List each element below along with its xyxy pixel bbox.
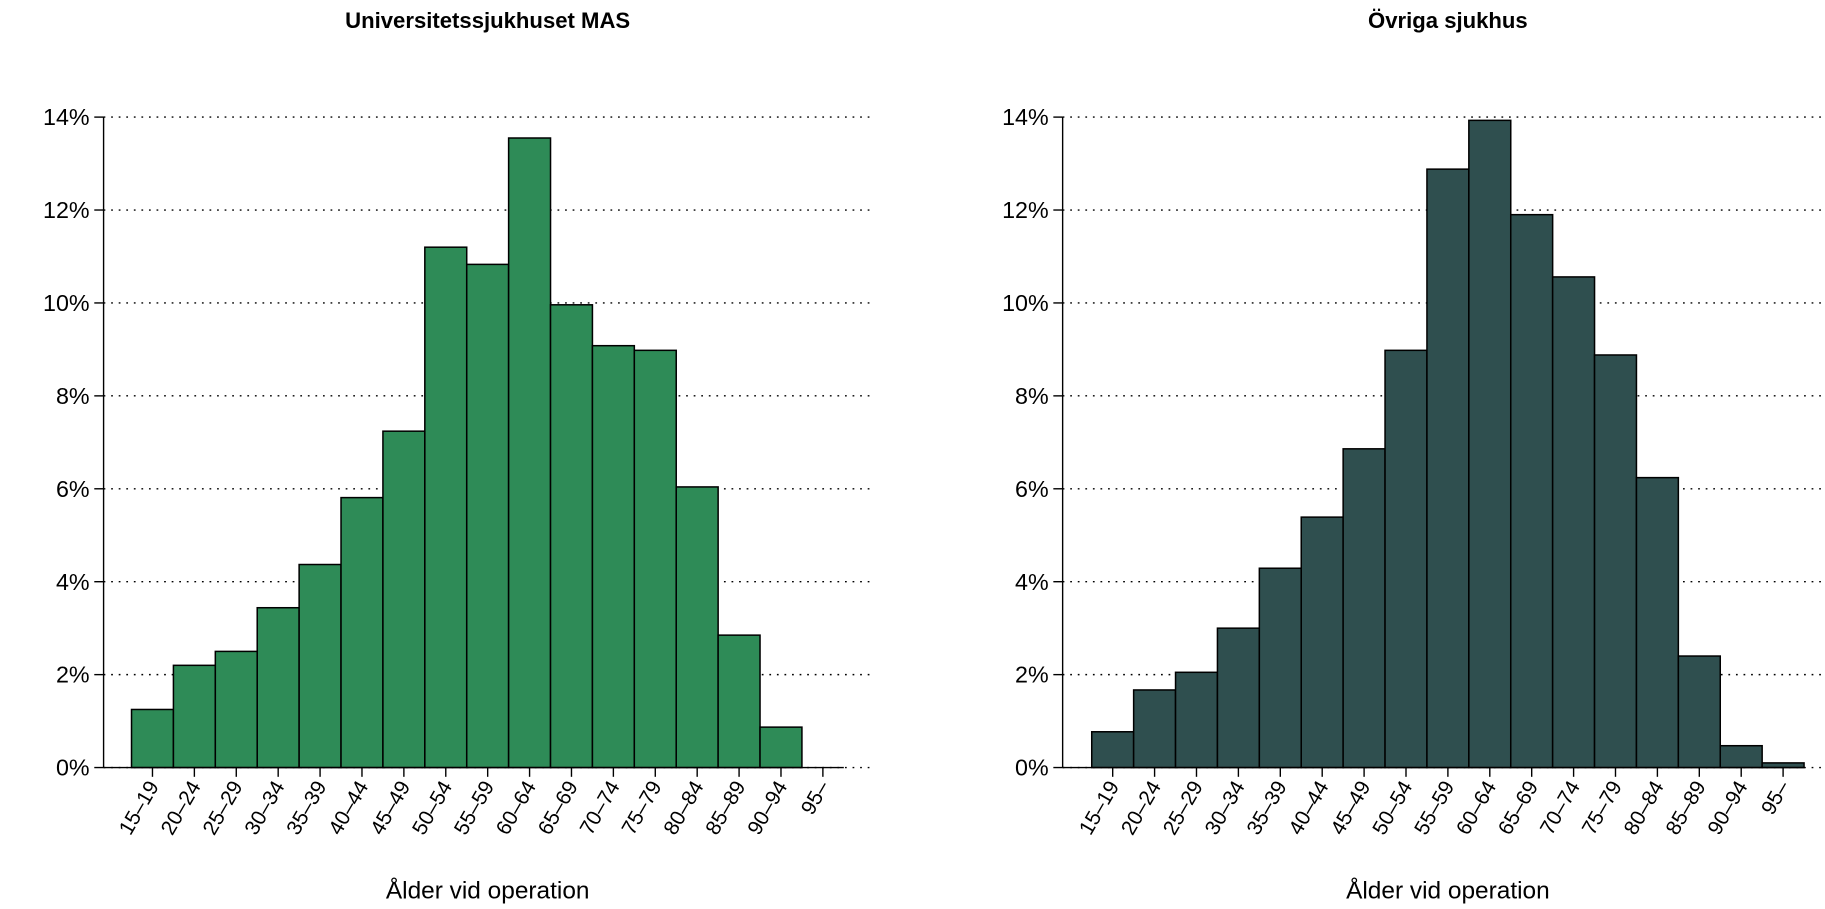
x-axis-label: Ålder vid operation [1346,877,1550,905]
bar [1216,627,1261,769]
x-tick-label: 95– [1757,777,1795,819]
x-tick-label: 50–54 [408,777,457,839]
bar [256,606,300,769]
x-tick-label: 30–34 [1201,777,1250,839]
bar [1426,168,1470,769]
chart-title: Universitetssjukhuset MAS [345,8,630,33]
x-tick-label: 60–64 [1452,777,1501,839]
bar [1258,567,1303,769]
x-tick-label: 65–69 [534,777,583,839]
x-tick-label: 40–44 [1284,777,1333,839]
bar [1300,516,1344,769]
x-tick-label: 70–74 [1536,777,1585,839]
x-tick-label: 70–74 [576,777,625,839]
x-tick-label: 15–19 [115,777,164,839]
y-tick-label: 12% [1002,197,1049,223]
y-tick-label: 0% [1015,755,1049,781]
y-tick-label: 14% [1002,104,1049,130]
bar [1551,276,1596,769]
bar [1677,655,1722,769]
y-tick-label: 0% [56,755,90,781]
y-tick-label: 10% [1002,290,1049,316]
x-tick-label: 75–79 [618,777,667,839]
x-tick-label: 35–39 [282,777,331,839]
x-tick-label: 15–19 [1075,777,1124,839]
x-tick-label: 85–89 [701,777,750,839]
x-tick-label: 45–49 [1326,777,1375,839]
chart-panel: Universitetssjukhuset MAS Ålder vid opera… [43,8,873,905]
y-tick-label: 6% [56,476,90,502]
bar [465,263,510,769]
bar [759,726,803,769]
chart-title: Övriga sjukhus [1368,8,1528,33]
bar [1509,213,1554,769]
bar [549,304,594,769]
bar [1132,689,1177,769]
x-tick-label: 75–79 [1578,777,1627,839]
x-tick-label: 40–44 [324,777,373,839]
bar [424,246,468,769]
y-tick-label: 8% [1015,383,1049,409]
y-tick-label: 12% [43,197,90,223]
y-tick-label: 2% [1015,662,1049,688]
x-tick-label: 60–64 [492,777,541,839]
bar [1719,744,1763,769]
x-tick-label: 50–54 [1368,777,1417,839]
x-tick-label: 65–69 [1494,777,1543,839]
x-tick-label: 45–49 [366,777,415,839]
bar [591,344,636,769]
x-tick-label: 80–84 [659,777,708,839]
bar [214,650,258,769]
bar [298,563,342,769]
bar [1090,731,1135,769]
bar [1593,354,1638,769]
x-tick-label: 20–24 [1117,777,1166,839]
y-tick-label: 14% [43,104,90,130]
x-tick-label: 80–84 [1620,777,1669,839]
y-tick-label: 6% [1015,476,1049,502]
x-tick-label: 30–34 [240,777,289,839]
chart-panel: Övriga sjukhus Ålder vid operation 0% 2% 4% 6… [1002,8,1825,905]
x-tick-label: 90–94 [743,777,792,839]
x-tick-label: 85–89 [1662,777,1711,839]
x-tick-label: 25–29 [1159,777,1208,839]
bar [382,430,426,769]
bar [1635,476,1680,769]
y-tick-label: 8% [56,383,90,409]
bar [1761,762,1805,769]
bar [1342,448,1386,769]
bar [507,137,552,769]
bar [675,486,719,769]
bar [717,634,761,769]
bar [340,496,384,769]
x-tick-label: 35–39 [1243,777,1292,839]
x-tick-label: 55–59 [1410,777,1459,839]
bar [633,349,677,769]
bar [1384,349,1428,769]
x-tick-label: 25–29 [199,777,248,839]
x-tick-label: 20–24 [157,777,206,839]
y-tick-label: 2% [56,662,90,688]
bar [130,708,175,769]
y-tick-label: 4% [1015,569,1049,595]
x-tick-label: 95– [797,777,835,819]
x-axis-label: Ålder vid operation [386,877,590,905]
x-tick-label: 90–94 [1703,777,1752,839]
y-tick-label: 10% [43,290,90,316]
y-tick-label: 4% [56,569,90,595]
x-tick-label: 55–59 [450,777,499,839]
bar [1174,671,1219,769]
bar [1468,119,1512,769]
bar [172,664,217,769]
